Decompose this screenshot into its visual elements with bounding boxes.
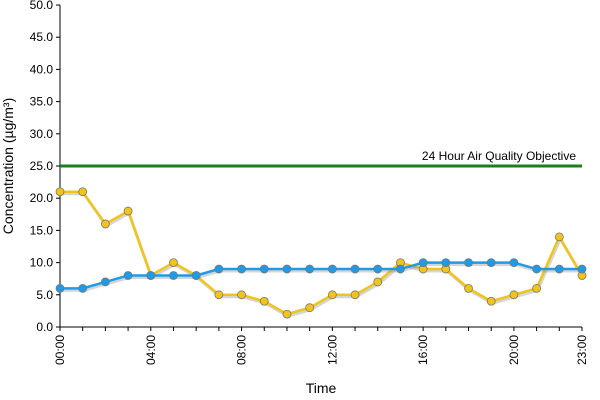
data-point: [305, 303, 315, 313]
data-point: [282, 309, 292, 319]
y-tick-label: 20.0: [30, 191, 54, 205]
y-tick-label: 5.0: [36, 288, 53, 302]
data-point: [486, 296, 496, 306]
data-point: [396, 264, 405, 274]
data-point: [509, 258, 519, 268]
data-point: [373, 277, 383, 287]
data-point: [418, 258, 428, 268]
objective-label: 24 Hour Air Quality Objective: [422, 149, 576, 163]
y-tick-label: 35.0: [30, 95, 54, 109]
x-axis-title: Time: [306, 380, 337, 396]
data-point: [486, 258, 496, 268]
x-tick-label: 20:00: [507, 335, 521, 365]
x-tick-label: 16:00: [416, 335, 430, 365]
data-point: [532, 283, 542, 293]
data-point: [214, 264, 224, 274]
x-tick-label: 23:00: [575, 335, 589, 365]
data-point: [282, 264, 292, 274]
x-tick-label: 00:00: [53, 335, 67, 365]
data-point: [509, 290, 519, 300]
data-point: [78, 283, 88, 293]
data-point: [305, 264, 315, 274]
y-tick-label: 50.0: [30, 0, 54, 12]
y-tick-label: 40.0: [30, 62, 54, 76]
data-point: [554, 232, 564, 242]
data-point: [100, 219, 110, 229]
data-point: [464, 258, 473, 268]
data-point: [237, 290, 246, 300]
data-point: [577, 264, 587, 274]
data-point: [123, 206, 133, 216]
data-point: [259, 264, 269, 274]
y-tick-label: 30.0: [30, 127, 54, 141]
data-point: [350, 290, 360, 300]
y-tick-label: 0.0: [36, 320, 53, 334]
y-tick-label: 15.0: [30, 223, 54, 237]
data-point: [464, 283, 473, 293]
data-point: [327, 290, 337, 300]
data-point: [191, 271, 201, 280]
x-tick-label: 08:00: [235, 335, 249, 365]
data-point: [169, 271, 178, 280]
y-tick-label: 45.0: [30, 30, 54, 44]
data-point: [237, 264, 246, 274]
y-tick-label: 25.0: [30, 159, 54, 173]
data-point: [350, 264, 360, 274]
data-point: [78, 187, 88, 197]
data-point: [169, 258, 178, 268]
data-point: [441, 258, 451, 268]
data-point: [55, 187, 65, 197]
x-tick-label: 04:00: [144, 335, 158, 365]
series-line: [60, 261, 582, 290]
data-point: [123, 271, 133, 280]
data-point: [327, 264, 337, 274]
data-point: [373, 264, 383, 274]
data-point: [100, 277, 110, 287]
x-tick-label: 12:00: [325, 335, 339, 365]
data-point: [554, 264, 564, 274]
y-tick-label: 10.0: [30, 256, 54, 270]
data-point: [214, 290, 224, 300]
y-axis-title: Concentration (µg/m³): [0, 98, 16, 234]
series-line: [60, 190, 584, 316]
data-point: [532, 264, 542, 274]
data-point: [259, 296, 269, 306]
data-point: [55, 283, 65, 293]
data-point: [146, 271, 156, 280]
